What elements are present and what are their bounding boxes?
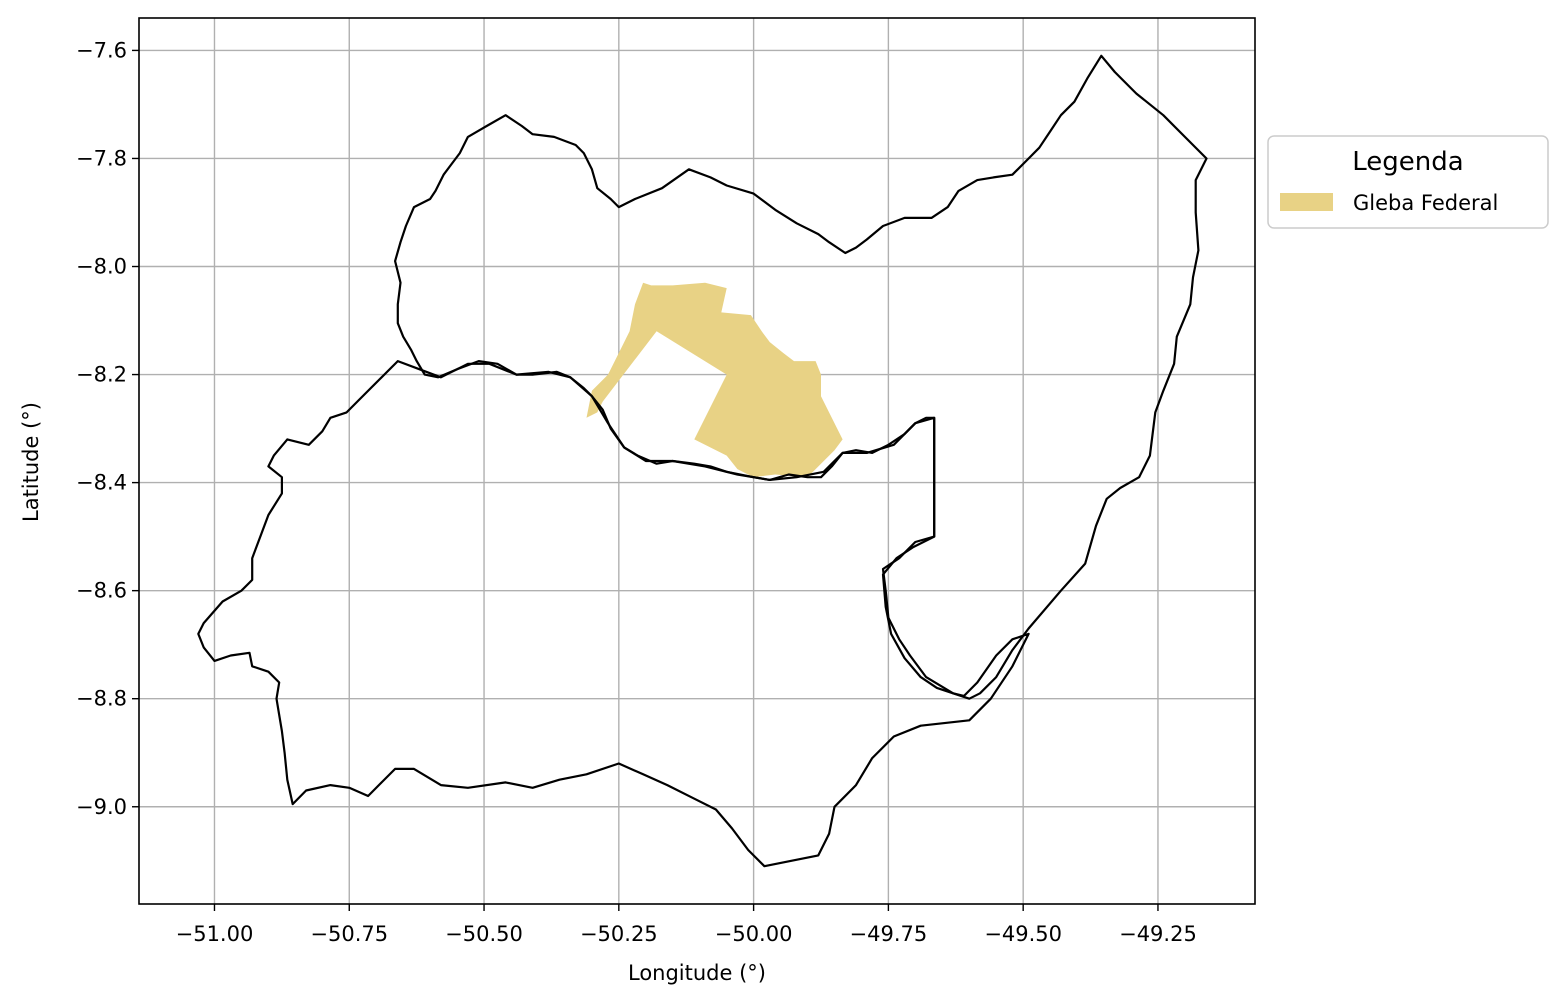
y-axis-title: Latitude (°)	[19, 402, 43, 522]
plot-frame	[138, 17, 1256, 905]
x-tick-label: −49.25	[1119, 922, 1197, 946]
x-tick-label: −49.75	[850, 922, 928, 946]
x-tick-label: −50.00	[715, 922, 793, 946]
legend: Legenda Gleba Federal	[1267, 135, 1549, 229]
x-tick-label: −50.50	[445, 922, 523, 946]
y-axis-ticks: −7.6 −7.8 −8.0 −8.2 −8.4 −8.6 −8.8 −9.0	[76, 38, 139, 819]
map-features	[197, 54, 1208, 868]
legend-label-gleba: Gleba Federal	[1353, 191, 1498, 215]
y-tick-label: −7.6	[76, 38, 127, 62]
x-axis-title: Longitude (°)	[628, 961, 766, 985]
area-gleba-federal	[586, 282, 843, 478]
y-tick-label: −9.0	[76, 795, 127, 819]
y-tick-label: −8.4	[76, 471, 127, 495]
x-tick-label: −49.50	[984, 922, 1062, 946]
x-tick-label: −50.25	[580, 922, 658, 946]
x-tick-label: −50.75	[310, 922, 388, 946]
y-tick-label: −8.0	[76, 255, 127, 279]
legend-swatch-gleba	[1280, 193, 1333, 211]
y-tick-label: −8.6	[76, 579, 127, 603]
x-tick-label: −51.00	[176, 922, 254, 946]
boundary-south-region-boundary	[197, 360, 1030, 868]
grid-lines	[139, 18, 1255, 904]
y-tick-label: −8.2	[76, 363, 127, 387]
y-tick-label: −7.8	[76, 146, 127, 170]
x-axis-ticks: −51.00 −50.75 −50.50 −50.25 −50.00 −49.75 −49.…	[176, 904, 1197, 946]
boundary-north-region-boundary	[394, 54, 1208, 700]
legend-title: Legenda	[1352, 147, 1463, 177]
y-tick-label: −8.8	[76, 687, 127, 711]
legend-box	[1267, 135, 1549, 229]
